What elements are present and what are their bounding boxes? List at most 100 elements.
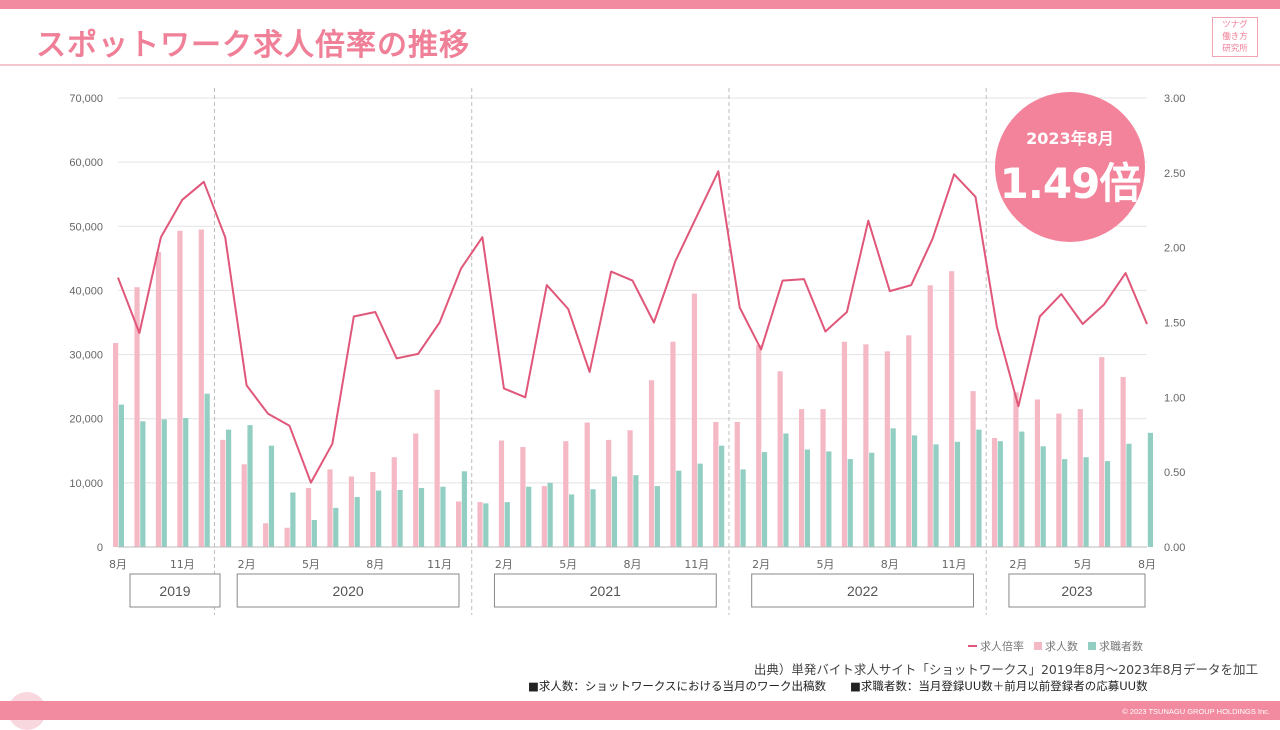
note-seekers: ■求職者数：当月登録UU数＋前月以前登録者の応募UU数	[850, 679, 1148, 693]
job-count-bar	[541, 486, 547, 547]
note-jobs: ■求人数：ショットワークスにおける当月のワーク出稿数	[528, 679, 827, 693]
y-left-tick-label: 40,000	[69, 285, 103, 297]
seeker-count-bar	[719, 445, 725, 547]
seeker-count-bar	[590, 489, 596, 547]
job-count-bar	[263, 523, 269, 547]
job-count-bar	[799, 409, 805, 547]
y-right-tick-label: 2.50	[1164, 168, 1185, 180]
job-count-bar	[456, 501, 462, 547]
job-count-bar	[777, 371, 783, 547]
x-tick-label: 8月	[366, 558, 384, 571]
year-group-box	[1008, 573, 1146, 608]
seeker-count-bar	[311, 520, 317, 547]
job-count-bar	[198, 229, 204, 547]
y-right-tick-label: 0.50	[1164, 467, 1185, 479]
job-count-bar	[627, 430, 633, 547]
seeker-count-bar	[118, 404, 124, 547]
y-left-tick-label: 10,000	[69, 478, 103, 490]
seeker-count-bar	[268, 445, 275, 547]
legend-swatch-seekers	[1088, 642, 1096, 650]
seeker-count-bar	[890, 428, 896, 547]
y-right-tick-label: 1.50	[1164, 318, 1185, 330]
job-count-bar	[820, 409, 826, 547]
job-count-bar	[113, 343, 119, 547]
seeker-count-bar	[204, 393, 210, 547]
x-tick-label: 2月	[752, 558, 770, 571]
legend-item-seekers: 求職者数	[1088, 638, 1143, 654]
job-count-bar	[520, 446, 526, 547]
year-group-box	[236, 573, 460, 608]
job-count-bar	[606, 439, 612, 547]
seeker-count-bar	[1126, 443, 1132, 547]
seeker-count-bar	[740, 469, 746, 547]
y-right-tick-label: 2.00	[1164, 243, 1185, 255]
job-count-bar	[1034, 399, 1041, 547]
job-count-bar	[691, 293, 698, 547]
x-tick-label: 2月	[1009, 558, 1027, 571]
job-count-bar	[734, 421, 740, 547]
seeker-count-bar	[676, 470, 682, 547]
seeker-count-bar	[976, 429, 982, 547]
job-count-bar	[906, 335, 912, 547]
year-group-box	[129, 573, 221, 608]
seeker-count-bar	[247, 425, 253, 547]
y-left-tick-label: 20,000	[69, 414, 103, 426]
year-group-box	[493, 573, 717, 608]
job-count-bar	[305, 487, 312, 547]
job-count-bar	[241, 464, 247, 547]
job-count-bar	[284, 527, 290, 547]
x-tick-label: 2月	[495, 558, 513, 571]
seeker-count-bar	[376, 490, 382, 547]
job-count-bar	[1099, 357, 1105, 547]
job-count-bar	[884, 351, 890, 547]
seeker-count-bar	[804, 449, 810, 547]
x-tick-label: 11月	[942, 558, 967, 571]
job-ratio-line	[117, 170, 1148, 484]
x-tick-label: 8月	[881, 558, 899, 571]
seeker-count-bar	[611, 476, 618, 547]
seeker-count-bar	[847, 459, 853, 547]
source-note: 出典）単発バイト求人サイト「ショットワークス」2019年8月～2023年8月デー…	[753, 662, 1258, 677]
job-count-bar	[648, 380, 655, 547]
seeker-count-bar	[869, 452, 875, 547]
legend-label-ratio: 求人倍率	[980, 640, 1024, 653]
x-tick-label: 8月	[1138, 558, 1156, 571]
y-left-tick-label: 30,000	[69, 350, 103, 362]
job-count-bar	[177, 230, 183, 548]
x-tick-label: 5月	[302, 558, 320, 571]
y-right-tick-label: 0.00	[1164, 542, 1185, 554]
page-title: スポットワーク求人倍率の推移	[36, 28, 470, 63]
seeker-count-bar	[633, 475, 639, 547]
job-count-bar	[498, 440, 505, 547]
year-group-label: 2023	[1061, 583, 1092, 599]
job-count-bar	[863, 344, 869, 547]
badge-value: 1.49倍	[999, 159, 1142, 208]
job-count-bar	[220, 439, 226, 547]
x-tick-label: 11月	[427, 558, 452, 571]
job-count-bar	[713, 421, 719, 547]
seeker-count-bar	[1147, 432, 1153, 547]
seeker-count-bar	[418, 487, 425, 547]
seeker-count-bar	[761, 452, 768, 547]
seeker-count-bar	[783, 433, 789, 547]
highlight-badge: 2023年8月 1.49倍	[995, 92, 1145, 242]
job-count-bar	[477, 502, 483, 547]
job-count-bar	[670, 341, 676, 547]
seeker-count-bar	[161, 419, 167, 547]
seeker-count-bar	[290, 492, 296, 547]
job-count-bar	[327, 469, 333, 547]
job-count-bar	[841, 341, 848, 547]
bottom-accent-bar	[0, 701, 1280, 720]
y-right-tick-label: 3.00	[1164, 93, 1185, 105]
year-group-label: 2022	[847, 583, 878, 599]
year-group-box	[751, 573, 974, 608]
y-left-tick-label: 60,000	[69, 157, 103, 169]
seeker-count-bar	[697, 463, 703, 547]
y-left-tick-label: 70,000	[69, 93, 103, 105]
legend-item-ratio: 求人倍率	[968, 638, 1024, 654]
seeker-count-bar	[461, 471, 467, 547]
seeker-count-bar	[1019, 431, 1025, 547]
copyright-text: © 2023 TSUNAGU GROUP HOLDINGS Inc.	[1122, 707, 1270, 716]
seeker-count-bar	[526, 486, 532, 547]
